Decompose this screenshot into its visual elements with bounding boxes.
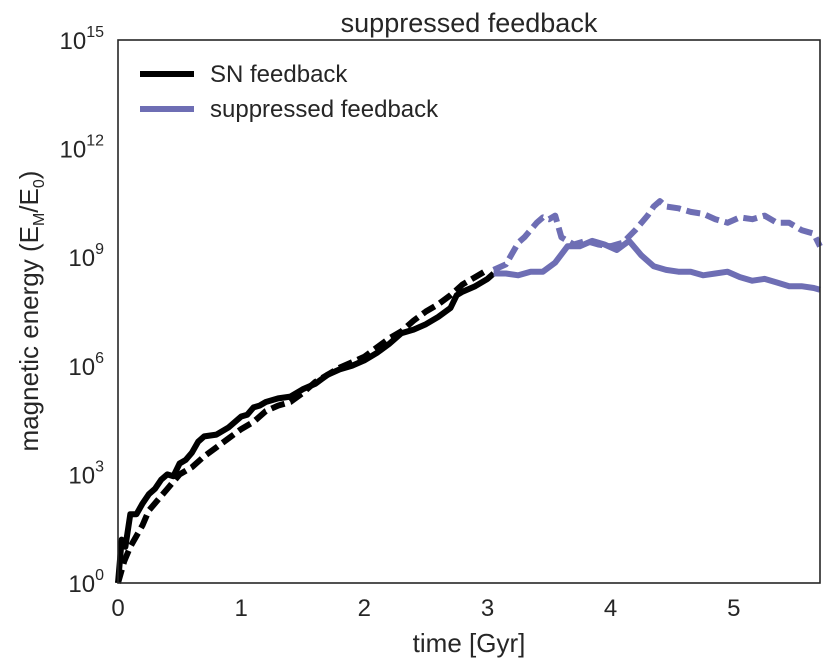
y-tick-label: 106 [68, 350, 104, 381]
series-line-2 [493, 237, 821, 293]
y-axis-label-main: magnetic energy (E [14, 226, 44, 451]
x-axis-ticks: 0 1 2 3 4 5 [111, 595, 740, 622]
y-tick-label: 109 [68, 241, 104, 272]
x-axis-label: time [Gyr] [413, 628, 526, 658]
x-tick-label: 0 [111, 595, 124, 622]
x-tick-label: 1 [235, 595, 248, 622]
y-axis-label-end: ) [14, 171, 44, 180]
x-tick-label: 5 [727, 595, 740, 622]
x-tick-label: 2 [358, 595, 371, 622]
y-tick-label: 1015 [60, 24, 105, 55]
y-axis-ticks: 100 103 106 109 1012 1015 [60, 24, 105, 598]
series-line-0 [115, 271, 496, 584]
chart-title: suppressed feedback [341, 8, 598, 38]
x-tick-label: 3 [481, 595, 494, 622]
y-tick-label: 103 [68, 458, 104, 489]
y-axis-label-sub-0: 0 [31, 179, 48, 188]
plot-frame [117, 39, 821, 584]
y-tick-label: 1012 [60, 133, 105, 164]
series-line-1 [115, 267, 490, 584]
y-tick-label: 100 [68, 567, 104, 598]
legend-label-suppressed-feedback: suppressed feedback [210, 96, 439, 123]
series-layer [115, 198, 823, 584]
legend-label-sn-feedback: SN feedback [210, 61, 348, 88]
y-axis-label-mid: /E [14, 188, 44, 213]
y-axis-label-sub-m: M [31, 213, 48, 226]
x-tick-label: 4 [604, 595, 617, 622]
y-axis-label: magnetic energy (EM/E0) [14, 171, 48, 452]
legend: SN feedback suppressed feedback [140, 61, 439, 123]
